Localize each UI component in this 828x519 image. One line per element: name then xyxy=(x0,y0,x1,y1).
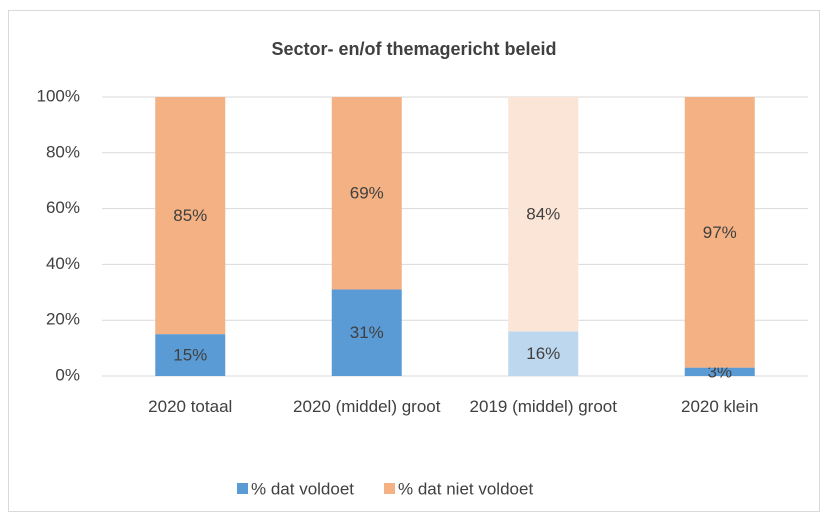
data-label: 15% xyxy=(173,346,207,365)
bar-segment xyxy=(155,334,226,376)
data-label: 16% xyxy=(526,344,560,363)
bar-segment xyxy=(331,97,402,290)
data-label: 84% xyxy=(526,205,560,224)
chart-title: Sector- en/of themagericht beleid xyxy=(271,39,556,59)
x-tick-label: 2020 klein xyxy=(681,397,759,416)
legend-swatch xyxy=(384,483,396,494)
bar-segment xyxy=(331,289,402,376)
x-tick-label: 2019 (middel) groot xyxy=(470,397,618,416)
data-label: 31% xyxy=(350,323,384,342)
data-label: 85% xyxy=(173,206,207,225)
y-tick-label: 40% xyxy=(46,254,80,273)
legend-swatch xyxy=(237,483,248,494)
bar-segment xyxy=(155,97,226,335)
chart-border xyxy=(8,10,820,512)
y-tick-label: 100% xyxy=(37,86,80,105)
bar-segment xyxy=(684,367,755,376)
data-label: 69% xyxy=(350,184,384,203)
y-tick-label: 0% xyxy=(55,365,80,384)
data-label: 97% xyxy=(703,223,737,242)
bar-segment xyxy=(508,97,579,332)
bar-segment xyxy=(508,331,579,376)
legend-label: % dat niet voldoet xyxy=(398,479,533,498)
y-tick-label: 60% xyxy=(46,198,80,217)
bar-segment xyxy=(684,97,755,368)
legend-label: % dat voldoet xyxy=(251,479,354,498)
x-tick-label: 2020 (middel) groot xyxy=(293,397,441,416)
y-tick-label: 80% xyxy=(46,142,80,161)
x-tick-label: 2020 totaal xyxy=(148,397,232,416)
y-tick-label: 20% xyxy=(46,310,80,329)
